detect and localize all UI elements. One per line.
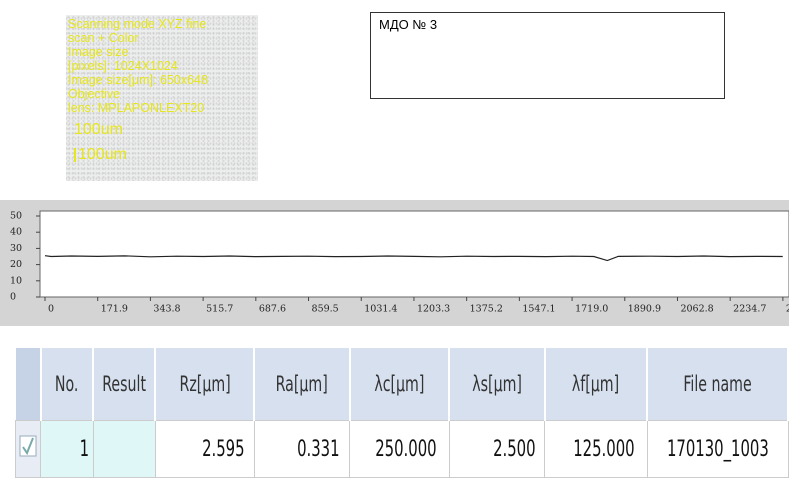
x-tick-label: 171.9: [101, 304, 128, 315]
x-tick-label: 2234.7: [733, 304, 766, 315]
x-tick-label: 2062.8: [680, 304, 713, 315]
cell-rz: 2.595: [155, 421, 254, 478]
overlay-text: Scanning mode XYZ fine: [68, 17, 206, 31]
column-header: File name: [647, 348, 788, 421]
overlay-text: lens: MPLAPONLEXT20: [68, 101, 204, 115]
overlay-text: Image size: [68, 45, 128, 59]
scan-thumbnail: Scanning mode XYZ fine scan + Color Imag…: [66, 15, 258, 181]
y-tick-label: 50: [10, 211, 22, 222]
overlay-text: scan + Color: [68, 31, 139, 45]
overlay-text: Objective: [68, 87, 120, 101]
column-header: λc[μm]: [350, 348, 450, 421]
column-header: Rz[μm]: [155, 348, 254, 421]
cell-no: 1: [41, 421, 94, 478]
y-tick-label: 40: [10, 227, 22, 238]
page: {"thumbnail": {"lines": ["Scanning mode …: [0, 0, 789, 483]
scale-label: 100um: [74, 123, 123, 137]
y-tick-label: 20: [10, 259, 22, 270]
profile-chart: 0 10 20 30 40 50 0 171.9 343.8 515.7 687.6 859.5 103…: [0, 200, 789, 326]
y-tick-label: 0: [10, 292, 16, 303]
overlay-text: [pixels]: 1024X1024: [68, 59, 178, 73]
x-tick-label: 1203.3: [417, 304, 450, 315]
column-header: Result: [93, 348, 155, 421]
scale-label: 100um: [74, 148, 127, 162]
cell-lc: 250.000: [350, 421, 450, 478]
x-tick-label: 1890.9: [628, 304, 661, 315]
results-table: No. Result Rz[μm] Ra[μm] λc[μm] λs[μm] λ…: [15, 348, 789, 478]
header-row: No. Result Rz[μm] Ra[μm] λc[μm] λs[μm] λ…: [16, 348, 789, 421]
column-header: λf[μm]: [545, 348, 647, 421]
y-tick-label: 10: [10, 275, 22, 286]
cell-lf: 125.000: [545, 421, 647, 478]
column-header: Ra[μm]: [254, 348, 349, 421]
x-tick-label: 1719.0: [575, 304, 608, 315]
x-tick-label: 1547.1: [522, 304, 555, 315]
row-checkbox[interactable]: [16, 421, 41, 478]
x-tick-label: 859.5: [312, 304, 339, 315]
x-tick-label: 0: [48, 304, 54, 315]
x-tick-label: 515.7: [206, 304, 233, 315]
x-tick-label: 343.8: [153, 304, 180, 315]
check-header: [16, 348, 41, 421]
overlay-text: Image size[μm]: 650x648: [68, 73, 208, 87]
x-tick-label: 687.6: [259, 304, 286, 315]
y-tick-label: 30: [10, 243, 22, 254]
x-tick-label: 1375.2: [470, 304, 503, 315]
column-header: λs[μm]: [449, 348, 545, 421]
note-box: МДО № 3: [370, 12, 725, 99]
cell-ra: 0.331: [254, 421, 349, 478]
cell-result: [93, 421, 155, 478]
cell-file: 170130_1003: [647, 421, 788, 478]
column-header: No.: [41, 348, 94, 421]
data-row: 1 2.595 0.331 250.000 2.500 125.000 1701…: [16, 421, 789, 478]
plot-area: [40, 211, 789, 297]
checkmark: [19, 435, 37, 457]
x-tick-label: 1031.4: [364, 304, 397, 315]
cell-ls: 2.500: [449, 421, 545, 478]
